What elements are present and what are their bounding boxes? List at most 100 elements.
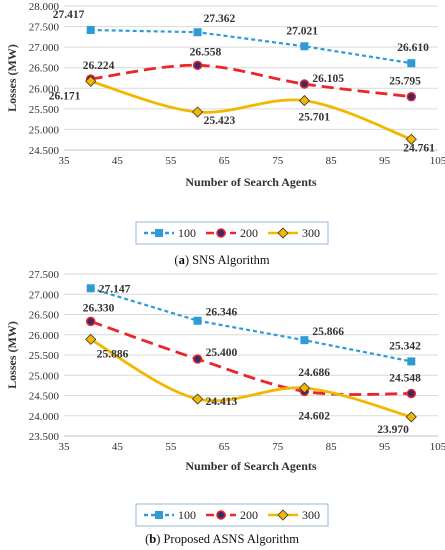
y-tick-label: 27.500 <box>29 22 60 34</box>
data-point-300 <box>85 75 97 87</box>
x-tick-label: 75 <box>272 155 284 167</box>
data-label: 24.413 <box>206 396 238 408</box>
data-point-300 <box>298 382 310 394</box>
data-label: 25.400 <box>206 347 238 359</box>
data-label: 26.224 <box>83 60 115 72</box>
y-axis-title: Losses (MW) <box>5 321 19 389</box>
data-label: 25.866 <box>312 326 344 338</box>
x-tick-label: 75 <box>272 441 284 453</box>
y-tick-label: 28.000 <box>29 1 60 13</box>
legend-marker-200 <box>216 228 226 238</box>
x-tick-label: 55 <box>165 441 177 453</box>
data-point-100 <box>193 316 202 325</box>
y-tick-label: 24.000 <box>29 411 60 423</box>
legend-marker-300 <box>277 227 289 239</box>
x-tick-label: 45 <box>112 441 124 453</box>
y-tick-label: 26.500 <box>29 63 60 75</box>
data-point-300 <box>192 393 204 405</box>
x-tick-label: 45 <box>112 155 124 167</box>
y-tick-label: 26.000 <box>29 83 60 95</box>
legend-label-300: 300 <box>302 226 320 240</box>
data-label: 26.610 <box>397 42 429 54</box>
x-tick-label: 35 <box>59 155 71 167</box>
data-label: 25.342 <box>389 340 421 352</box>
series-line-300 <box>90 79 412 141</box>
x-axis-title: Number of Search Agents <box>185 459 317 473</box>
data-label: 23.970 <box>377 424 409 436</box>
chart-panel-b: 23.500 24.000 24.500 25.000 25.500 26.000 26.5… <box>5 269 445 546</box>
data-point-300 <box>405 133 417 145</box>
x-tick-label: 55 <box>165 155 177 167</box>
y-tick-label: 25.000 <box>29 370 60 382</box>
data-label: 24.602 <box>298 410 330 422</box>
series-line-100 <box>90 28 412 65</box>
y-tick-label: 27.000 <box>29 289 60 301</box>
data-point-300 <box>298 95 310 107</box>
data-point-200 <box>192 60 203 71</box>
data-point-200 <box>192 354 203 364</box>
legend-label-100: 100 <box>178 508 196 522</box>
data-label: 25.886 <box>97 348 129 360</box>
data-label: 25.701 <box>298 112 330 124</box>
data-point-100 <box>86 284 95 293</box>
chart-panel-a: 24.500 25.000 25.500 26.000 26.500 27.000 27.5… <box>5 1 445 267</box>
data-label: 24.761 <box>403 142 435 154</box>
data-point-200 <box>299 79 310 89</box>
data-point-100 <box>300 42 309 51</box>
x-tick-label: 105 <box>430 441 445 453</box>
y-tick-label: 26.500 <box>29 310 60 322</box>
series-line-100 <box>90 287 412 363</box>
data-label: 27.362 <box>204 13 236 25</box>
data-point-300 <box>192 106 204 118</box>
x-tick-label: 65 <box>219 155 231 167</box>
data-point-100 <box>407 357 416 366</box>
legend-label-200: 200 <box>240 226 258 240</box>
data-point-200 <box>406 91 417 102</box>
data-point-300 <box>85 333 97 345</box>
x-tick-label: 65 <box>219 441 231 453</box>
data-point-100 <box>407 59 416 68</box>
legend-label-100: 100 <box>178 226 196 240</box>
legend-marker-200 <box>216 510 226 520</box>
x-tick-label: 85 <box>326 441 338 453</box>
series-line-300 <box>90 338 412 419</box>
y-tick-label: 24.500 <box>29 145 60 157</box>
figure-caption: (a) SNS Algorithm <box>174 253 269 267</box>
y-tick-label: 23.500 <box>29 431 60 443</box>
series-line-200 <box>90 63 412 99</box>
x-tick-label: 85 <box>326 155 338 167</box>
data-label: 25.423 <box>204 115 236 127</box>
y-axis-title: Losses (MW) <box>5 44 19 112</box>
legend-label-300: 300 <box>302 508 320 522</box>
y-tick-label: 24.500 <box>29 391 60 403</box>
x-tick-label: 95 <box>379 155 391 167</box>
data-point-100 <box>86 25 95 34</box>
data-label: 26.558 <box>190 46 222 58</box>
y-tick-label: 27.000 <box>29 42 60 54</box>
data-label: 25.795 <box>389 76 421 88</box>
x-axis-title: Number of Search Agents <box>185 175 317 189</box>
figure-caption: (b) Proposed ASNS Algorithm <box>145 532 299 546</box>
y-tick-label: 25.500 <box>29 350 60 362</box>
data-point-200 <box>85 316 96 327</box>
data-point-200 <box>406 388 417 399</box>
data-label: 27.147 <box>99 283 131 295</box>
y-tick-label: 25.000 <box>29 124 60 136</box>
data-label: 27.417 <box>53 9 85 21</box>
data-label: 27.021 <box>286 25 318 37</box>
y-tick-label: 27.500 <box>29 269 60 281</box>
legend-marker-300 <box>277 509 289 521</box>
data-label: 26.330 <box>83 302 115 314</box>
data-label: 24.686 <box>298 367 330 379</box>
data-label: 26.105 <box>312 73 344 85</box>
y-tick-label: 25.500 <box>29 104 60 116</box>
x-tick-label: 95 <box>379 441 391 453</box>
x-tick-label: 105 <box>430 155 445 167</box>
legend: 100 200 300 <box>135 503 329 527</box>
data-point-100 <box>300 336 309 345</box>
legend: 100 200 300 <box>135 221 329 245</box>
x-tick-label: 35 <box>59 441 71 453</box>
data-label: 24.548 <box>389 373 421 385</box>
data-point-300 <box>405 411 417 423</box>
